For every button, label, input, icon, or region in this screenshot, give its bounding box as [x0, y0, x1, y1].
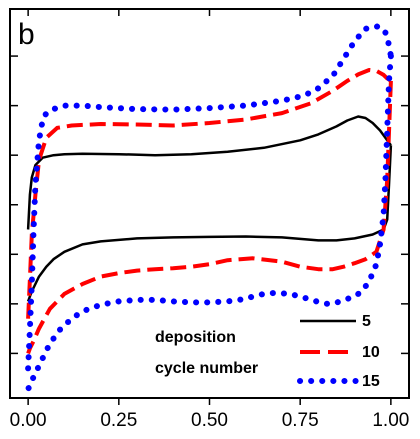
- panel-label: b: [18, 18, 35, 51]
- legend-label-5: 5: [362, 313, 371, 330]
- x-tick-label-4: 1.00: [372, 410, 409, 431]
- legend: deposition cycle number 5 10 15: [155, 313, 380, 390]
- legend-label-15: 15: [362, 373, 380, 390]
- legend-label-10: 10: [362, 344, 380, 361]
- x-axis-tick-labels: 0.00 0.25 0.50 0.75 1.00: [10, 410, 410, 431]
- series-15-lower-branch: [25, 53, 394, 393]
- legend-title-line1: deposition: [155, 329, 236, 346]
- x-tick-label-1: 0.25: [100, 410, 137, 431]
- x-tick-label-3: 0.75: [282, 410, 319, 431]
- series-10-lower-branch: [26, 80, 393, 355]
- series-10: [26, 68, 393, 355]
- legend-title-line2: cycle number: [155, 360, 258, 377]
- series-15: [25, 23, 394, 393]
- x-tick-label-2: 0.50: [191, 410, 228, 431]
- series-layer: [25, 23, 394, 393]
- series-5-lower-branch: [26, 145, 393, 302]
- series-5: [26, 115, 393, 302]
- series-5-upper-branch: [26, 115, 392, 230]
- x-axis-ticks: [27, 9, 392, 405]
- y-axis-ticks: [10, 55, 409, 355]
- x-tick-label-0: 0.00: [10, 410, 47, 431]
- legend-entries: 5 10 15: [297, 313, 380, 390]
- series-10-upper-branch: [26, 68, 393, 319]
- series-15-upper-branch: [25, 23, 394, 372]
